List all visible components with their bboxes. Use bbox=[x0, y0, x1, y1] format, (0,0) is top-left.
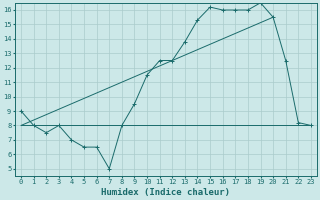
X-axis label: Humidex (Indice chaleur): Humidex (Indice chaleur) bbox=[101, 188, 230, 197]
